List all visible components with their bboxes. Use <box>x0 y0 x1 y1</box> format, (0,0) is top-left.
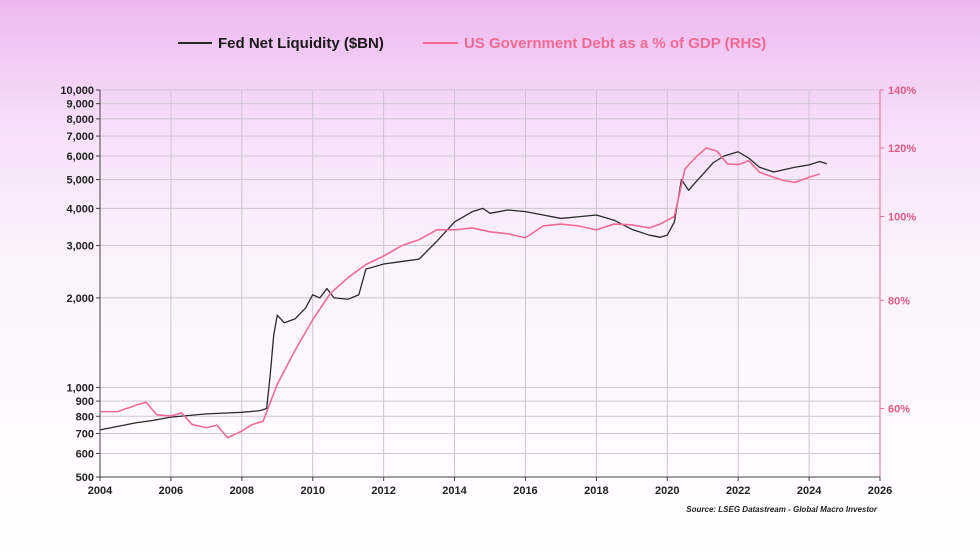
right-tick-label: 60% <box>888 403 910 415</box>
right-tick-label: 140% <box>888 85 916 97</box>
x-tick-label: 2016 <box>513 485 537 497</box>
right-axis-ticks: 60% 80% 100% 120% 140% <box>880 85 916 415</box>
left-axis-ticks: 500 600 700 800 900 1,000 2,000 3,000 4,000 5,000… <box>60 85 100 484</box>
left-tick-label: 10,000 <box>60 85 94 97</box>
x-tick-label: 2026 <box>868 485 892 497</box>
x-tick-label: 2006 <box>159 485 183 497</box>
legend-label-liquidity: Fed Net Liquidity ($BN) <box>218 35 384 52</box>
right-tick-label: 100% <box>888 211 916 223</box>
series-line-debt-to-gdp <box>100 147 820 439</box>
legend-label-debt: US Government Debt as a % of GDP (RHS) <box>464 35 766 52</box>
series-line-fed-net-liquidity <box>99 151 828 431</box>
left-tick-label: 1,000 <box>66 382 94 394</box>
x-axis-ticks: 2004 2006 2008 2010 2012 2014 2016 2018 2020 2022… <box>88 477 892 497</box>
left-tick-label: 2,000 <box>66 293 94 305</box>
x-tick-label: 2020 <box>655 485 679 497</box>
left-tick-label: 8,000 <box>66 114 94 126</box>
right-tick-label: 120% <box>888 143 916 155</box>
x-tick-label: 2004 <box>88 485 113 497</box>
x-tick-label: 2012 <box>371 485 395 497</box>
source-note: Source: LSEG Datastream - Global Macro I… <box>686 505 878 514</box>
x-tick-label: 2014 <box>442 485 467 497</box>
left-tick-label: 5,000 <box>66 175 94 187</box>
left-tick-label: 4,000 <box>66 203 94 215</box>
left-tick-label: 7,000 <box>66 131 94 143</box>
x-tick-label: 2008 <box>230 485 254 497</box>
x-tick-label: 2022 <box>726 485 750 497</box>
x-tick-label: 2024 <box>797 485 822 497</box>
left-tick-label: 500 <box>76 472 94 484</box>
axes <box>99 90 881 478</box>
left-tick-label: 3,000 <box>66 241 94 253</box>
left-tick-label: 800 <box>76 411 94 423</box>
x-tick-label: 2018 <box>584 485 608 497</box>
left-tick-label: 600 <box>76 448 94 460</box>
left-tick-label: 700 <box>76 429 94 441</box>
series <box>99 147 828 439</box>
gridlines <box>99 89 881 478</box>
left-tick-label: 9,000 <box>66 99 94 111</box>
right-tick-label: 80% <box>888 295 910 307</box>
legend: Fed Net Liquidity ($BN) US Government De… <box>178 35 766 52</box>
left-tick-label: 6,000 <box>66 151 94 163</box>
x-tick-label: 2010 <box>300 485 324 497</box>
left-tick-label: 900 <box>76 396 94 408</box>
